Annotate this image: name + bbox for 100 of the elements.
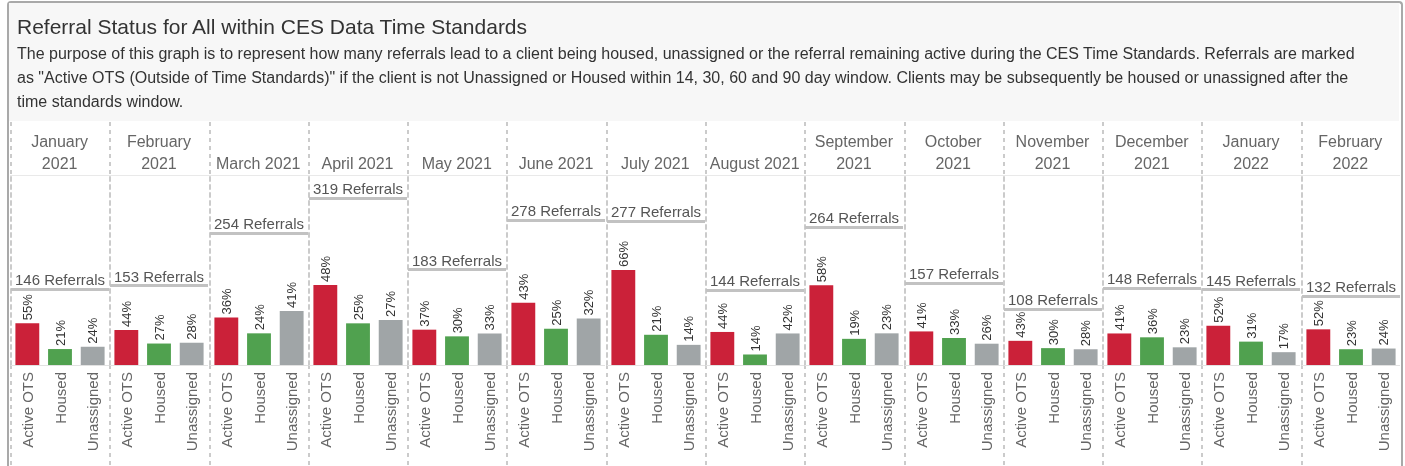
x-tick-label: Active OTS [118,372,136,448]
chart-title: June 2021 [518,154,594,174]
data-label: 31% [1243,312,1259,339]
x-tick-label: Active OTS [515,372,533,448]
data-label: 41% [913,301,929,329]
data-label: 33% [946,308,962,335]
data-label: 23% [879,303,895,331]
x-tick-label: Housed [1242,372,1260,424]
x-tick-label: Unassigned [84,372,102,452]
ref-line-label: 108 Referrals [1007,290,1098,308]
data-label: 14% [747,325,763,352]
x-tick-label: Active OTS [1309,372,1327,448]
x-tick-label: Unassigned [1176,372,1194,452]
data-label: 44% [119,300,135,328]
x-tick-label: Housed [250,372,268,424]
data-label: 41% [283,281,299,308]
chart-title: November 2021 [1014,132,1091,174]
ref-line-label: 157 Referrals [908,265,999,283]
x-tick-label: Unassigned [183,372,201,452]
chart-title: August 2021 [709,154,800,174]
data-label: 36% [1144,307,1160,335]
data-label: 19% [846,309,862,336]
chart-title: September 2021 [813,132,895,174]
data-label: 23% [1177,317,1193,345]
ref-line-label: 278 Referrals [511,201,602,219]
data-label: 14% [680,315,696,342]
data-label: 26% [978,314,994,341]
x-tick-label: Unassigned [580,372,598,452]
x-tick-label: Housed [746,372,764,424]
text: The purpose of this graph is to represent how many referrals lead to a client being housed, unassigned or the referral remaining active during the CES Time Standards. Referrals are marked as "Active OTS (Outside of Time Standards)" if the client is not Unassigned or Housed within 14, 30, 60 and 90 day window. Clients may be subsequently be housed or unassigned after the time standards window. [17,44,1356,112]
x-tick-label: Unassigned [1374,372,1392,452]
chart-title: March 2021 [215,154,301,174]
data-label: 23% [1343,319,1359,347]
ref-line-label: 183 Referrals [412,251,503,269]
data-label: 43% [1012,311,1028,338]
x-tick-label: Housed [1342,372,1360,424]
x-tick-label: Housed [547,372,565,424]
data-label: 58% [814,255,830,283]
ref-line-label: 153 Referrals [114,267,205,285]
x-tick-label: Active OTS [713,372,731,448]
ref-line-label: 132 Referrals [1305,278,1396,296]
chart-title: December 2021 [1113,132,1190,174]
data-label: 21% [52,319,68,347]
data-label: 17% [1276,322,1292,350]
data-label: 48% [317,255,333,282]
text: Referral Status for All within CES Data Time Standards [17,14,528,40]
data-label: 27% [151,314,167,341]
data-label: 28% [184,313,200,340]
data-label: 24% [1375,319,1391,346]
chart-title: July 2021 [621,154,690,174]
x-tick-label: Housed [647,372,665,424]
chart-title: February 2021 [125,132,192,174]
x-tick-label: Housed [1143,372,1161,424]
ref-line-label: 254 Referrals [213,215,304,233]
x-tick-label: Unassigned [977,372,995,452]
chart-title: April 2021 [321,154,394,174]
data-label: 33% [482,304,498,331]
ref-line-label: 144 Referrals [710,271,801,289]
x-tick-label: Active OTS [813,372,831,448]
data-label: 52% [1211,296,1227,323]
data-label: 36% [218,288,234,315]
data-label: 27% [383,290,399,317]
data-label: 55% [19,293,35,321]
data-label: 28% [1078,319,1094,347]
chart-title: May 2021 [421,154,492,174]
x-tick-label: Unassigned [779,372,797,452]
ref-line-label: 264 Referrals [809,209,900,227]
x-tick-label: Unassigned [1275,372,1293,452]
data-label: 42% [780,304,796,331]
x-tick-label: Housed [51,372,69,424]
x-tick-label: Active OTS [1210,372,1228,448]
data-label: 37% [416,300,432,327]
x-tick-label: Unassigned [282,372,300,452]
data-label: 41% [1111,304,1127,331]
data-label: 52% [1310,299,1326,327]
x-tick-label: Active OTS [18,372,36,448]
x-tick-label: Housed [349,372,367,424]
data-label: 43% [516,273,532,300]
data-label: 25% [350,293,366,321]
chart-title: February 2022 [1317,132,1384,174]
chart-title: January 2022 [1221,132,1281,174]
ref-line-label: 277 Referrals [610,203,701,221]
data-label: 32% [581,289,597,316]
chart-title: October 2021 [923,132,983,174]
x-tick-label: Active OTS [1110,372,1128,448]
x-tick-label: Unassigned [1077,372,1095,452]
x-tick-label: Unassigned [878,372,896,452]
x-tick-label: Housed [945,372,963,424]
x-tick-label: Housed [845,372,863,424]
x-tick-label: Active OTS [912,372,930,448]
x-tick-label: Active OTS [217,372,235,448]
data-label: 66% [615,240,631,267]
x-tick-label: Active OTS [316,372,334,448]
x-tick-label: Active OTS [614,372,632,448]
ref-line-label: 319 Referrals [312,180,403,198]
data-label: 30% [449,306,465,334]
x-tick-label: Housed [448,372,466,424]
x-tick-label: Active OTS [1011,372,1029,448]
chart-title: January 2021 [30,132,90,174]
data-label: 44% [714,302,730,329]
